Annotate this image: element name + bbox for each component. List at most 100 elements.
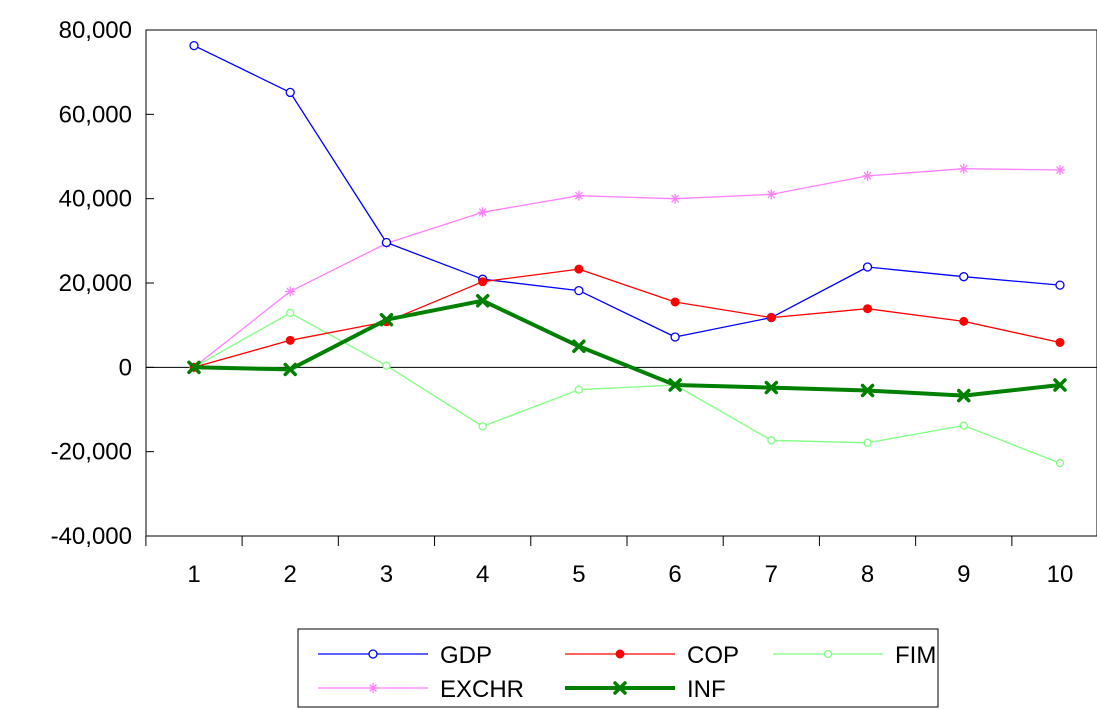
point-marker — [1055, 337, 1065, 347]
legend-label: COP — [687, 642, 739, 669]
point-marker — [668, 378, 682, 392]
point-marker — [1053, 378, 1067, 392]
point-marker — [574, 264, 584, 274]
point-marker — [959, 272, 969, 282]
legend-label: INF — [687, 676, 726, 703]
point-marker — [285, 335, 295, 345]
point-marker — [478, 422, 487, 431]
point-marker — [285, 87, 295, 98]
point-marker — [767, 436, 776, 445]
series-line — [193, 168, 1061, 368]
point-marker — [368, 683, 378, 693]
point-marker — [959, 316, 969, 326]
x-tick-label: 9 — [957, 561, 970, 588]
x-tick-label: 1 — [187, 561, 200, 588]
asterisk-stroke — [959, 164, 968, 173]
x-tick-label: 7 — [765, 561, 778, 588]
point-marker — [382, 361, 391, 370]
asterisk-stroke — [1056, 166, 1064, 174]
legend-box — [297, 628, 939, 708]
x-stroke — [764, 380, 779, 395]
point-marker — [475, 293, 490, 308]
point-marker — [574, 285, 584, 296]
legend-label: FIM — [895, 642, 936, 669]
legend: GDP COP FIM EXCHR INF — [297, 628, 939, 708]
x-stroke — [187, 360, 201, 375]
point-marker — [958, 163, 969, 174]
legend-item-fim: FIM — [773, 642, 936, 669]
point-marker — [862, 170, 873, 181]
series-line — [193, 298, 1061, 398]
point-marker — [187, 360, 201, 375]
x-stroke — [668, 378, 682, 392]
axes: -40,000 -20,000 0 20,000 40,000 60,000 80,000 1… — [51, 17, 1097, 588]
y-tick-label: 60,000 — [59, 101, 132, 128]
y-tick-label: -20,000 — [51, 439, 132, 466]
y-tick-label: 80,000 — [59, 17, 132, 44]
point-marker — [478, 277, 488, 287]
point-marker — [368, 649, 378, 659]
asterisk-stroke — [286, 287, 295, 296]
series-layer — [187, 40, 1067, 468]
legend-item-exchr: EXCHR — [318, 676, 524, 703]
x-stroke — [613, 681, 627, 695]
asterisk-stroke — [767, 190, 776, 199]
point-marker — [766, 189, 777, 200]
y-tick-label: 20,000 — [59, 270, 132, 297]
point-marker — [863, 438, 872, 447]
series-line — [193, 45, 1061, 338]
x-stroke — [860, 383, 875, 398]
x-tick-label: 4 — [476, 561, 489, 588]
point-marker — [959, 421, 968, 430]
asterisk-stroke — [671, 194, 680, 203]
point-marker — [823, 649, 833, 659]
y-tick-label: 40,000 — [59, 186, 132, 213]
series-line — [193, 312, 1061, 464]
point-marker — [379, 312, 394, 327]
y-tick-label: -40,000 — [51, 523, 132, 550]
series-inf — [187, 293, 1067, 403]
point-marker — [574, 385, 584, 394]
x-stroke — [283, 362, 297, 377]
point-marker — [863, 304, 873, 314]
legend-item-cop: COP — [565, 642, 739, 669]
point-marker — [572, 339, 586, 353]
x-tick-label: 10 — [1047, 561, 1074, 588]
series-exchr — [189, 163, 1065, 373]
legend-label: GDP — [440, 642, 492, 669]
point-marker — [615, 649, 625, 659]
y-tick-label: 0 — [119, 354, 132, 381]
point-marker — [860, 383, 875, 398]
x-tick-label: 2 — [284, 561, 297, 588]
x-tick-label: 3 — [380, 561, 393, 588]
point-marker — [286, 308, 295, 318]
point-marker — [285, 286, 296, 297]
point-marker — [862, 262, 873, 272]
point-marker — [766, 313, 776, 323]
x-stroke — [957, 388, 971, 403]
point-marker — [573, 190, 584, 201]
x-tick-label: 5 — [572, 561, 585, 588]
point-marker — [613, 681, 627, 695]
x-stroke — [475, 293, 490, 308]
point-marker — [957, 388, 971, 403]
point-marker — [283, 362, 297, 377]
x-stroke — [1053, 378, 1067, 392]
legend-label: EXCHR — [440, 676, 524, 703]
asterisk-stroke — [574, 191, 583, 200]
asterisk-stroke — [478, 208, 487, 217]
x-tick-label: 8 — [861, 561, 874, 588]
legend-item-gdp: GDP — [318, 642, 492, 669]
x-stroke — [379, 312, 394, 327]
point-marker — [670, 193, 681, 204]
point-marker — [670, 332, 680, 342]
point-marker — [764, 380, 779, 395]
series-line — [193, 268, 1061, 368]
point-marker — [1055, 280, 1065, 290]
asterisk-stroke — [369, 684, 377, 692]
point-marker — [1054, 164, 1065, 175]
asterisk-stroke — [863, 171, 872, 180]
point-marker — [477, 207, 488, 218]
